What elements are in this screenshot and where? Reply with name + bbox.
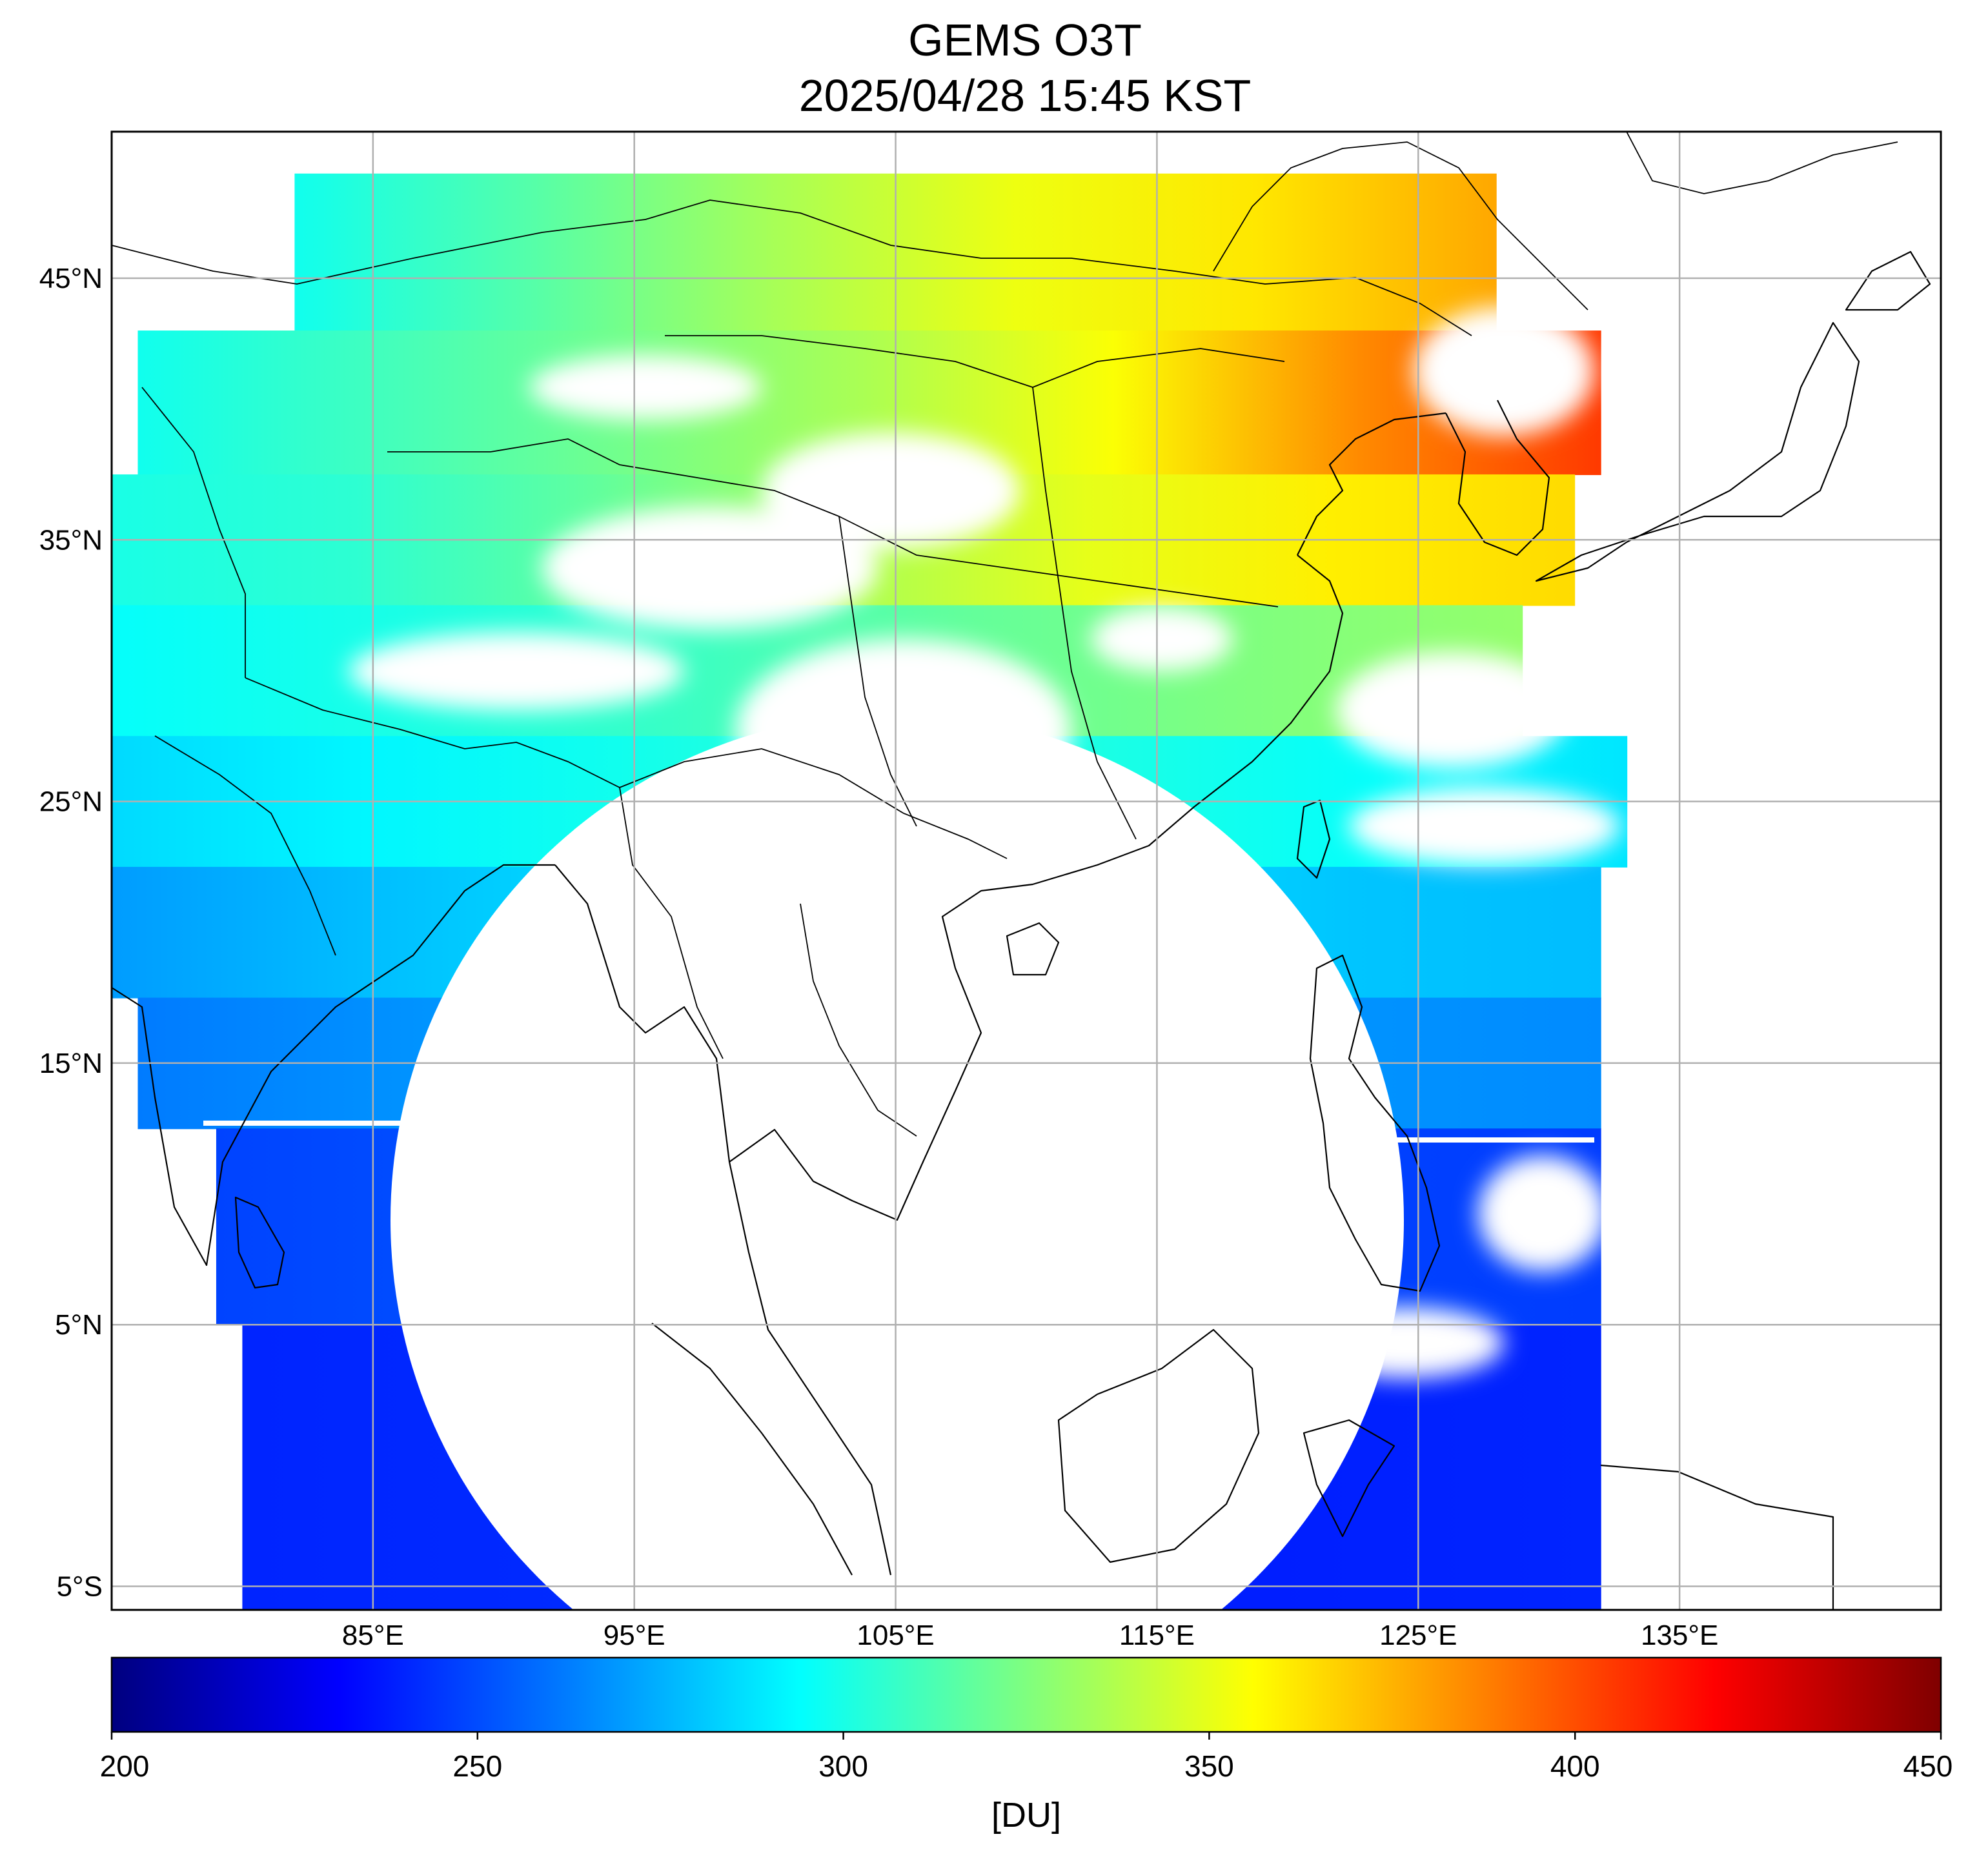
latitude-tick-label: 15°N xyxy=(39,1048,103,1079)
latitude-tick-label: 25°N xyxy=(39,786,103,818)
longitude-tick-label: 135°E xyxy=(1641,1620,1718,1651)
hainan-coastline xyxy=(1006,922,1060,976)
latitude-tick-label: 45°N xyxy=(39,263,103,294)
colorbar: 200 250 300 350 400 450 [DU] xyxy=(100,1656,1953,1835)
cloud-patch xyxy=(1310,1307,1504,1378)
border-line xyxy=(154,735,336,956)
cloud-patch xyxy=(1336,652,1568,768)
border-line xyxy=(1626,132,1898,194)
latitude-axis: 45°N 35°N 25°N 15°N 5°N 5°S xyxy=(39,263,103,1603)
cloud-patch xyxy=(542,507,878,629)
border-line xyxy=(1032,387,1137,840)
cloud-patch xyxy=(1414,307,1594,436)
sulawesi-coastline xyxy=(1303,1419,1395,1538)
chart-title-line-2: 2025/04/28 15:45 KST xyxy=(799,70,1252,121)
cloud-patch xyxy=(736,639,1071,820)
cloud-patch xyxy=(1091,607,1233,671)
coastline-layer xyxy=(112,250,1931,1610)
cloud-patch xyxy=(1349,788,1620,865)
border-layer xyxy=(112,132,1898,1137)
latitude-tick-label: 5°S xyxy=(57,1571,103,1603)
colorbar-tick-label: 350 xyxy=(1184,1749,1234,1783)
philippines-coastline xyxy=(1309,954,1441,1292)
border-line xyxy=(665,335,1285,388)
cloud-patch xyxy=(1478,1155,1607,1272)
cloud-patch xyxy=(529,355,762,420)
border-line xyxy=(1213,141,1588,310)
cloud-patch xyxy=(349,633,684,710)
colorbar-unit-label: [DU] xyxy=(991,1796,1061,1835)
indochina-coastline xyxy=(554,554,1344,1576)
no-data-scan-disk xyxy=(391,713,1404,1610)
border-line xyxy=(838,516,1279,607)
map-frame xyxy=(110,130,1942,1611)
china-coast-north xyxy=(1297,412,1446,556)
india-coastline xyxy=(112,864,555,1266)
cloud-mask-layer xyxy=(349,307,1620,1378)
chart-title-line-1: GEMS O3T xyxy=(908,15,1142,65)
longitude-tick-label: 95°E xyxy=(604,1620,665,1651)
colorbar-tick-label: 200 xyxy=(100,1749,150,1783)
sumatra-coastline xyxy=(651,1323,853,1576)
cloud-patch xyxy=(762,432,1020,549)
longitude-tick-label: 105°E xyxy=(857,1620,934,1651)
colorbar-tick-label: 400 xyxy=(1550,1749,1600,1783)
border-line xyxy=(141,387,246,678)
colorbar-tick-label: 450 xyxy=(1903,1749,1953,1783)
border-line xyxy=(112,199,1472,336)
colorbar-ticks: 200 250 300 350 400 450 xyxy=(100,1732,1953,1783)
colorbar-tick-label: 300 xyxy=(818,1749,868,1783)
border-line xyxy=(619,787,724,1059)
longitude-tick-label: 125°E xyxy=(1379,1620,1457,1651)
border-line xyxy=(838,516,917,827)
latitude-tick-label: 5°N xyxy=(55,1309,103,1341)
map-panel xyxy=(112,132,1941,1610)
colorbar-ramp xyxy=(110,1656,1942,1733)
korea-coastline xyxy=(1445,400,1550,556)
colorbar-tick-label: 250 xyxy=(452,1749,502,1783)
graticule xyxy=(112,132,1941,1610)
longitude-tick-label: 85°E xyxy=(342,1620,404,1651)
border-line xyxy=(387,438,840,517)
sri-lanka-coastline xyxy=(234,1196,285,1289)
border-line xyxy=(800,903,917,1137)
latitude-tick-label: 35°N xyxy=(39,524,103,556)
borneo-coastline xyxy=(1057,1328,1260,1563)
new-guinea-coastline xyxy=(1600,1464,1834,1610)
longitude-axis: 85°E 95°E 105°E 115°E 125°E 135°E xyxy=(342,1620,1718,1651)
longitude-tick-label: 115°E xyxy=(1119,1620,1195,1651)
